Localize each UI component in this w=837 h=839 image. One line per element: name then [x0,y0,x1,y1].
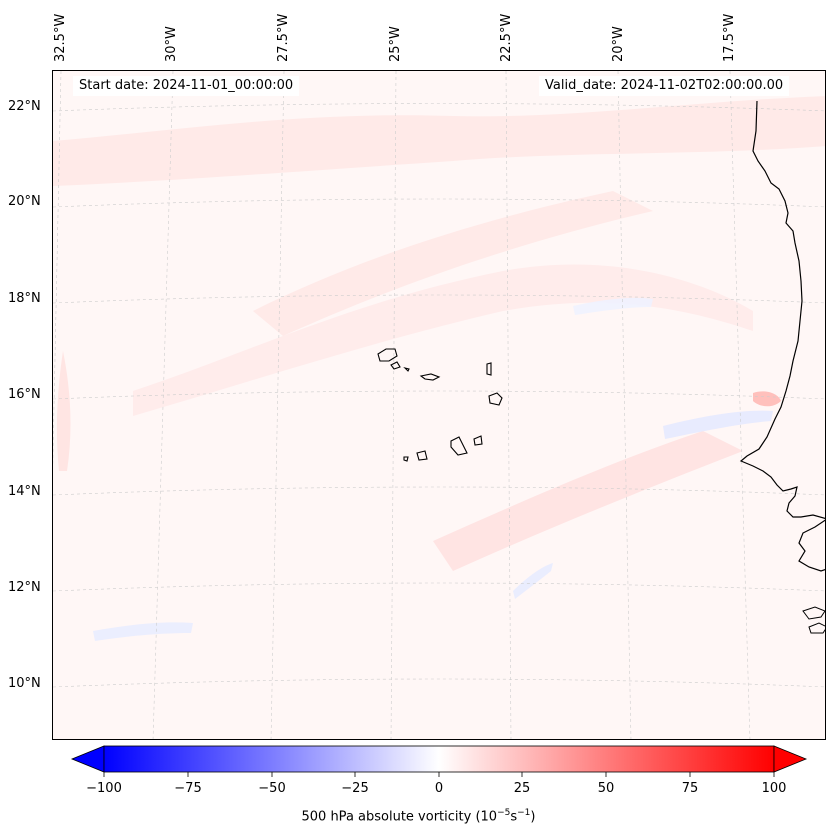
positive-band-south [433,431,743,571]
lon-label-27-5w: 27.5°W [276,13,291,62]
negative-streak-2 [513,563,553,599]
negative-streak-4 [573,297,653,315]
colorbar-tick-label: −75 [174,781,202,796]
graticule [53,71,825,739]
colorbar-label: 500 hPa absolute vorticity (10−5s−1) [0,808,837,824]
colorbar-tick-label: −100 [86,781,122,796]
lon-label-17-5w: 17.5°W [722,13,737,62]
colorbar-label-text: 500 hPa absolute vorticity (10 [301,809,498,825]
colorbar-tick-label: 75 [681,781,699,796]
africa-coastline-south [798,519,825,572]
lon-label-32-5w: 32.5°W [53,13,68,62]
lat-label-14n: 14°N [8,484,41,499]
positive-spot-coast [753,391,781,407]
negative-streak-1 [663,410,773,439]
negative-streak-3 [93,622,193,641]
lon-label-20w: 20°W [611,26,626,62]
lat-label-20n: 20°N [8,194,41,209]
colorbar-label-end: ) [530,809,536,825]
positive-band-north [53,96,825,186]
colorbar-label-exp1: −5 [497,808,511,818]
africa-coastline [739,100,825,520]
positive-band-central [133,264,753,416]
positive-band-west [56,351,71,471]
lon-label-30w: 30°W [164,26,179,62]
colorbar-label-exp2: −1 [517,808,531,818]
lon-label-22-5w: 22.5°W [499,13,514,62]
vorticity-field [53,71,825,739]
start-date-label: Start date: 2024-11-01_00:00:00 [73,76,300,96]
colorbar-extend-max [773,745,808,773]
colorbar-tick-label: 0 [434,781,444,796]
cape-verde-islands [377,348,503,462]
lon-label-25w: 25°W [388,26,403,62]
lat-label-18n: 18°N [8,291,41,306]
lat-label-22n: 22°N [8,99,41,114]
vorticity-shading [53,96,825,641]
lat-label-12n: 12°N [8,580,41,595]
colorbar-extend-min [70,745,105,773]
valid-date-label: Valid_date: 2024-11-02T02:00:00.00 [539,76,790,96]
colorbar-tick-label: 25 [513,781,531,796]
colorbar-tick-label: −25 [341,781,369,796]
colorbar-tick-label: 50 [597,781,615,796]
colorbar-tick-label: 100 [761,781,787,796]
colorbar [70,745,808,777]
colorbar-label-mid: s [510,809,518,825]
lat-label-16n: 16°N [8,387,41,402]
map-panel [52,70,826,740]
lat-label-10n: 10°N [8,676,41,691]
positive-band-diagonal [253,191,653,336]
colorbar-tick-label: −50 [258,781,286,796]
colorbar-body [103,745,775,773]
bijagos-islands [802,606,825,634]
